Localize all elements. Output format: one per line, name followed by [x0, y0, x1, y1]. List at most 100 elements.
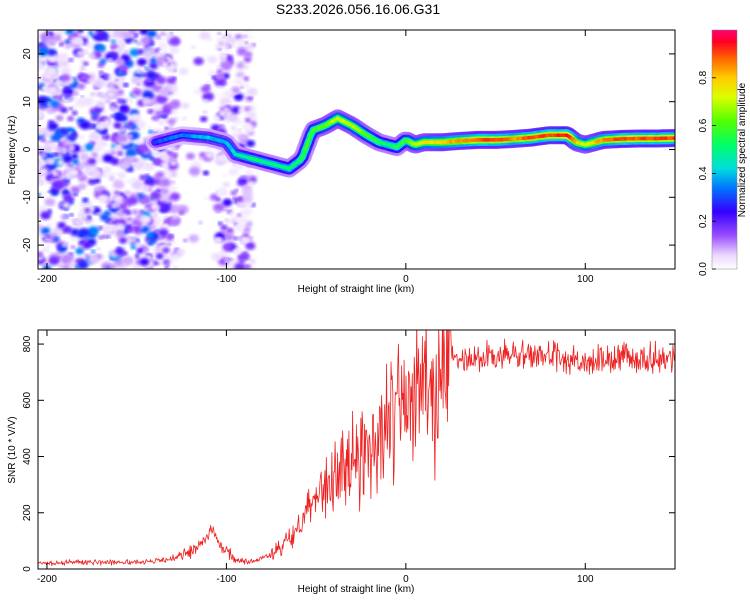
spectrogram-noise-speckle [216, 65, 221, 69]
spectrogram-noise-speckle [67, 116, 74, 122]
snr-x-ticks: -200 -100 0 100 [37, 330, 594, 585]
spectrogram-noise-speckle [113, 122, 122, 129]
spectrogram-noise-speckle [131, 237, 136, 241]
spectrogram-noise-speckle [41, 227, 51, 235]
spectrogram-noise-speckle [131, 177, 136, 181]
spectrogram-noise-speckle [219, 96, 232, 106]
spectrogram-noise-speckle [161, 188, 169, 194]
spectrogram-noise-speckle [114, 114, 124, 122]
spectrogram-noise-speckle [199, 31, 211, 40]
spectrogram-noise-speckle [245, 241, 256, 250]
snr-y-tick-label: 400 [22, 448, 33, 465]
spectrogram-noise-speckle [56, 155, 61, 159]
spectrogram-noise-speckle [248, 88, 258, 96]
spectrogram-noise-speckle [237, 128, 242, 132]
spectrogram-noise-speckle [38, 127, 46, 136]
spectrogram-noise-speckle [234, 262, 246, 269]
spectrogram-noise-speckle [95, 100, 106, 109]
spectrogram-noise-speckle [70, 228, 80, 236]
spectrogram-noise-speckle [113, 107, 119, 113]
spectrogram-noise-speckle [222, 174, 227, 177]
spectrogram-noise-speckle [132, 88, 142, 96]
spectrogram-y-tick-label: -20 [22, 237, 33, 252]
spectrogram-noise-speckle [64, 177, 70, 183]
snr-x-tick-label: -100 [216, 574, 236, 585]
spectrogram-noise-speckle [143, 249, 147, 253]
spectrogram-noise-speckle [117, 98, 123, 104]
spectrogram-x-tick-label: -200 [37, 274, 57, 285]
spectrogram-noise-speckle [229, 81, 234, 85]
spectrogram-noise-speckle [96, 31, 108, 41]
spectrogram-noise-speckle [231, 45, 236, 48]
spectrogram-noise-speckle [233, 248, 242, 256]
spectrogram-noise-speckle [141, 72, 148, 78]
spectrogram-noise-speckle [178, 67, 189, 76]
spectrogram-noise-speckle [182, 116, 187, 121]
spectrogram-noise-speckle [101, 109, 108, 114]
spectrogram-noise-speckle [84, 208, 91, 213]
spectrogram-noise-speckle [218, 85, 223, 89]
spectrogram-noise-speckle [249, 258, 256, 264]
spectrogram-noise-speckle [108, 37, 114, 41]
spectrogram-noise-speckle [46, 235, 50, 239]
spectrogram-noise-speckle [82, 97, 95, 106]
spectrogram-noise-speckle [62, 154, 73, 163]
spectrogram-noise-speckle [150, 151, 161, 159]
colorbar-tick-label: 0.8 [698, 70, 709, 84]
spectrogram-noise-speckle [159, 32, 165, 36]
spectrogram-noise-speckle [205, 151, 215, 159]
spectrogram-noise-speckle [38, 55, 45, 64]
spectrogram-noise-speckle [60, 67, 72, 76]
spectrogram-noise-speckle [216, 94, 221, 98]
spectrogram-noise-speckle [211, 75, 217, 80]
snr-x-label: Height of straight line (km) [298, 584, 415, 595]
spectrogram-noise-speckle [112, 172, 116, 175]
spectrogram-noise-speckle [204, 196, 210, 200]
spectrogram-noise-speckle [146, 232, 155, 239]
spectrogram-noise-speckle [127, 69, 132, 74]
spectrogram-noise-speckle [202, 110, 207, 114]
spectrogram-noise-speckle [186, 152, 195, 160]
spectrogram-noise-speckle [126, 217, 133, 222]
spectrogram-noise-speckle [109, 173, 115, 178]
spectrogram-noise-speckle [226, 196, 230, 199]
spectrogram-noise-speckle [63, 139, 71, 146]
spectrogram-noise-speckle [212, 115, 221, 122]
spectrogram-noise-speckle [68, 146, 75, 152]
spectrogram-noise-speckle [80, 212, 89, 219]
spectrogram-noise-speckle [71, 110, 78, 116]
spectrogram-noise-speckle [70, 186, 81, 194]
spectrogram-noise-speckle [170, 160, 177, 166]
spectrogram-noise-speckle [58, 264, 63, 268]
spectrogram-noise-speckle [243, 56, 252, 63]
spectrogram-noise-speckle [80, 166, 85, 170]
spectrogram-noise-speckle [82, 238, 88, 243]
spectrogram-noise-speckle [112, 180, 125, 190]
spectrogram-noise-speckle [149, 62, 158, 70]
spectrogram-noise-speckle [79, 120, 91, 130]
spectrogram-noise-speckle [106, 91, 116, 98]
spectrogram-noise-speckle [170, 192, 181, 201]
spectrogram-noise-speckle [51, 34, 62, 42]
spectrogram-noise-speckle [142, 51, 153, 59]
spectrogram-noise-speckle [171, 180, 175, 183]
spectrogram-noise-speckle [137, 58, 147, 66]
spectrogram-noise-speckle [203, 99, 209, 104]
spectrogram-noise-speckle [61, 257, 69, 264]
spectrogram-noise-speckle [152, 213, 158, 218]
spectrogram-noise-speckle [163, 220, 170, 225]
spectrogram-noise-speckle [108, 263, 117, 269]
spectrogram-noise-speckle [178, 210, 185, 215]
spectrogram-ridge [145, 109, 675, 178]
snr-frame [37, 329, 676, 570]
spectrogram-noise-speckle [171, 72, 175, 75]
spectrogram-noise-speckle [128, 134, 133, 138]
spectrogram-noise-speckle [220, 224, 228, 231]
spectrogram-noise-speckle [124, 50, 128, 53]
colorbar-tick-label: 0.6 [698, 118, 709, 132]
spectrogram-noise-speckle [77, 83, 86, 90]
spectrogram-noise-speckle [135, 139, 142, 145]
spectrogram-noise-speckle [62, 193, 75, 203]
spectrogram-noise-speckle [44, 37, 55, 46]
